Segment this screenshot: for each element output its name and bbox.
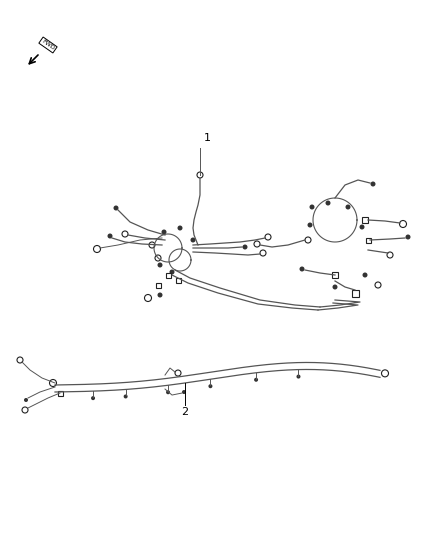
Circle shape [124, 394, 127, 399]
Circle shape [307, 222, 312, 228]
Circle shape [158, 262, 162, 268]
Circle shape [191, 238, 195, 243]
Circle shape [149, 242, 155, 248]
Circle shape [155, 255, 161, 261]
Circle shape [360, 224, 364, 230]
Bar [166, 272, 170, 278]
Circle shape [107, 233, 113, 238]
Bar [155, 282, 160, 287]
Circle shape [300, 266, 304, 271]
Circle shape [399, 221, 406, 228]
Text: 1: 1 [204, 133, 211, 143]
Circle shape [177, 225, 183, 230]
Circle shape [346, 205, 350, 209]
Circle shape [175, 370, 181, 376]
Circle shape [113, 206, 119, 211]
Circle shape [254, 241, 260, 247]
Circle shape [166, 390, 170, 394]
Bar [362, 217, 368, 223]
Circle shape [91, 396, 95, 400]
Circle shape [371, 182, 375, 187]
Circle shape [260, 250, 266, 256]
Circle shape [375, 282, 381, 288]
Bar [365, 238, 371, 243]
Circle shape [197, 172, 203, 178]
Circle shape [162, 230, 166, 235]
Circle shape [24, 398, 28, 402]
Circle shape [381, 370, 389, 377]
Circle shape [22, 407, 28, 413]
Circle shape [49, 379, 57, 386]
Circle shape [406, 235, 410, 239]
Circle shape [254, 378, 258, 382]
Circle shape [182, 390, 186, 394]
Circle shape [310, 205, 314, 209]
Circle shape [93, 246, 100, 253]
Circle shape [297, 375, 300, 378]
Circle shape [325, 200, 331, 206]
Circle shape [363, 272, 367, 278]
Circle shape [332, 285, 338, 289]
Circle shape [17, 357, 23, 363]
Circle shape [305, 237, 311, 243]
Bar [57, 391, 63, 395]
Circle shape [243, 245, 247, 249]
Circle shape [387, 252, 393, 258]
Text: 2: 2 [181, 407, 189, 417]
Text: FWD: FWD [41, 39, 56, 51]
Circle shape [122, 231, 128, 237]
Circle shape [158, 293, 162, 297]
Bar [352, 289, 358, 296]
Circle shape [145, 295, 152, 302]
Circle shape [265, 234, 271, 240]
Circle shape [170, 270, 174, 274]
Bar [176, 278, 180, 282]
Bar [332, 272, 338, 278]
Circle shape [208, 384, 212, 388]
